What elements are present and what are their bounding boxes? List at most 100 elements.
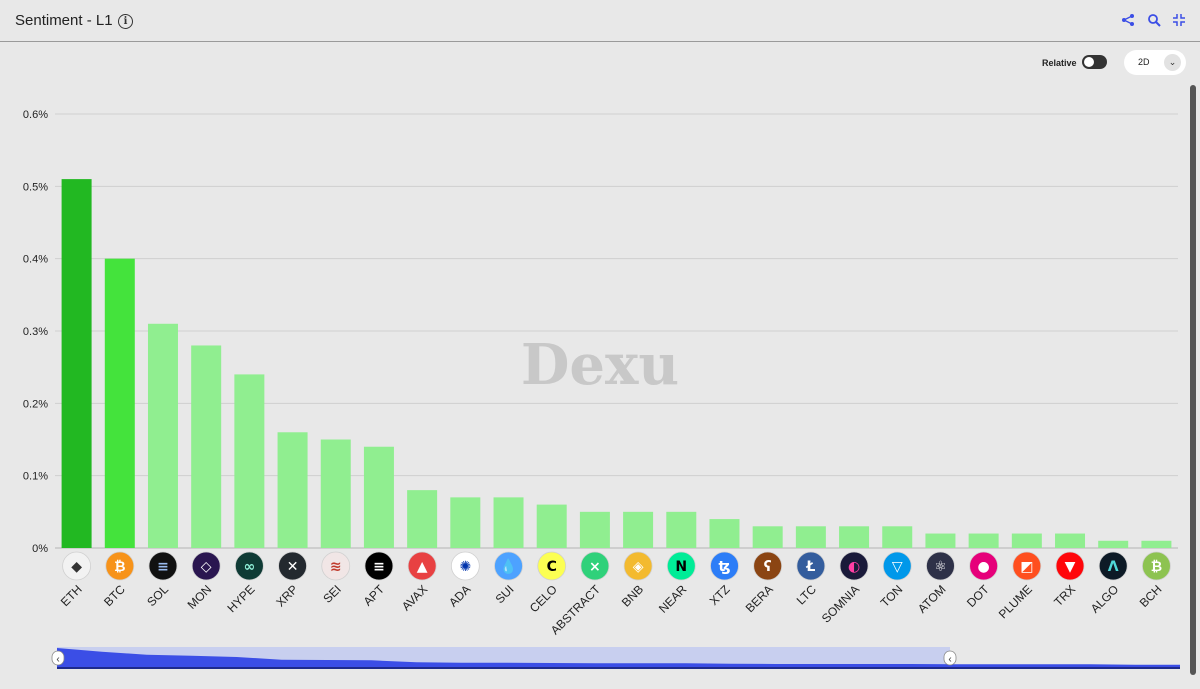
svg-text:ʕ: ʕ bbox=[764, 559, 772, 575]
svg-text:◩: ◩ bbox=[1020, 559, 1033, 575]
x-tick-label: LTC bbox=[794, 582, 820, 608]
svg-text:◈: ◈ bbox=[633, 559, 644, 575]
watermark: Dexu bbox=[521, 332, 679, 398]
x-tick-label: BTC bbox=[101, 582, 128, 609]
x-tick-label: AVAX bbox=[399, 582, 430, 613]
somnia-icon: ◐ bbox=[839, 551, 869, 581]
bar-somnia[interactable] bbox=[839, 526, 870, 548]
relative-label: Relative bbox=[1042, 58, 1077, 68]
y-tick-label: 0.4% bbox=[23, 254, 48, 266]
share-icon[interactable] bbox=[1121, 13, 1135, 27]
svg-text:✺: ✺ bbox=[459, 559, 471, 575]
bar-atom[interactable] bbox=[925, 533, 956, 548]
bar-trx[interactable] bbox=[1055, 533, 1086, 548]
ltc-icon: Ł bbox=[796, 551, 826, 581]
atom-icon: ⚛ bbox=[926, 551, 955, 581]
bar-sui[interactable] bbox=[493, 497, 524, 548]
x-tick-label: BNB bbox=[619, 582, 646, 609]
svg-text:✕: ✕ bbox=[287, 559, 299, 575]
y-tick-label: 0% bbox=[32, 543, 48, 555]
xrp-icon: ✕ bbox=[278, 551, 307, 581]
bar-btc[interactable] bbox=[104, 258, 135, 548]
navigator-right-handle[interactable]: ‹ bbox=[943, 650, 957, 666]
bar-xrp[interactable] bbox=[277, 432, 308, 548]
svg-text:₿: ₿ bbox=[1151, 559, 1162, 575]
bar-eth[interactable] bbox=[61, 179, 92, 548]
x-tick-label: SUI bbox=[493, 582, 517, 606]
bar-xtz[interactable] bbox=[709, 519, 740, 548]
chart-title: Sentiment - L1 bbox=[15, 12, 113, 29]
bar-avax[interactable] bbox=[407, 490, 438, 548]
bar-bera[interactable] bbox=[752, 526, 783, 548]
zoom-icon[interactable] bbox=[1147, 13, 1161, 27]
bars bbox=[61, 179, 1172, 549]
navigator-left-handle[interactable]: ‹ bbox=[51, 650, 65, 666]
bar-ltc[interactable] bbox=[795, 526, 826, 548]
avax-icon: ▲ bbox=[407, 551, 437, 581]
bar-sol[interactable] bbox=[147, 323, 178, 548]
timeframe-select[interactable]: 2D ⌄ bbox=[1124, 50, 1186, 75]
bera-icon: ʕ bbox=[753, 551, 783, 581]
x-tick-label: MON bbox=[185, 582, 215, 612]
bar-algo[interactable] bbox=[1098, 540, 1129, 548]
bar-bnb[interactable] bbox=[623, 511, 654, 548]
x-tick-label: TON bbox=[878, 582, 906, 610]
svg-text:N: N bbox=[675, 559, 687, 575]
svg-text:Ł: Ł bbox=[805, 559, 815, 575]
bar-celo[interactable] bbox=[536, 504, 567, 548]
bar-mon[interactable] bbox=[191, 345, 222, 548]
x-tick-label: ALGO bbox=[1088, 582, 1121, 615]
svg-text:◐: ◐ bbox=[848, 559, 860, 575]
bar-dot[interactable] bbox=[968, 533, 999, 548]
ton-icon: ▽ bbox=[882, 551, 912, 581]
chart-header: Sentiment - L1 i bbox=[0, 0, 1200, 42]
svg-text:≡: ≡ bbox=[373, 559, 385, 575]
scrollbar[interactable] bbox=[1190, 85, 1196, 675]
x-tick-label: HYPE bbox=[224, 582, 257, 615]
x-axis: ETH BTC SOL MON HYPE XRP SEI APT AVAX ADA SUI CELO A… bbox=[58, 582, 1165, 638]
x-tick-label: ADA bbox=[446, 582, 473, 609]
bar-abstract[interactable] bbox=[579, 511, 610, 548]
svg-text:◇: ◇ bbox=[201, 559, 212, 575]
x-tick-label: XTZ bbox=[707, 582, 733, 608]
svg-text:‹: ‹ bbox=[948, 654, 951, 665]
bnb-icon: ◈ bbox=[623, 551, 653, 581]
bar-near[interactable] bbox=[666, 511, 697, 548]
bar-hype[interactable] bbox=[234, 374, 265, 548]
bch-icon: ₿ bbox=[1142, 551, 1171, 581]
bar-ada[interactable] bbox=[450, 497, 481, 548]
x-tick-label: NEAR bbox=[656, 582, 690, 616]
abstract-icon: ⨯ bbox=[580, 551, 610, 581]
y-axis: 0% 0.1% 0.2% 0.3% 0.4% 0.5% 0.6% bbox=[23, 109, 48, 555]
svg-text:⨯: ⨯ bbox=[589, 559, 601, 575]
xtz-icon: ꜩ bbox=[710, 551, 739, 581]
svg-text:ꜩ: ꜩ bbox=[718, 559, 730, 575]
collapse-icon[interactable] bbox=[1172, 13, 1186, 27]
x-tick-label: CELO bbox=[527, 582, 560, 615]
bar-apt[interactable] bbox=[363, 446, 394, 548]
bar-bch[interactable] bbox=[1141, 540, 1172, 548]
svg-text:Λ: Λ bbox=[1108, 559, 1119, 575]
x-tick-label: SEI bbox=[320, 582, 344, 606]
x-tick-label: SOMNIA bbox=[819, 582, 862, 625]
relative-toggle[interactable] bbox=[1082, 55, 1107, 69]
bar-ton[interactable] bbox=[882, 526, 913, 548]
x-tick-label: BCH bbox=[1137, 582, 1165, 610]
svg-text:⚛: ⚛ bbox=[934, 559, 947, 575]
chevron-down-icon: ⌄ bbox=[1164, 54, 1181, 71]
info-icon[interactable]: i bbox=[118, 14, 133, 29]
bar-sei[interactable] bbox=[320, 439, 351, 549]
x-tick-label: ETH bbox=[58, 582, 85, 609]
svg-text:∞: ∞ bbox=[244, 559, 256, 575]
y-tick-label: 0.3% bbox=[23, 326, 48, 338]
celo-icon: C bbox=[537, 551, 567, 581]
y-tick-label: 0.5% bbox=[23, 181, 48, 193]
y-tick-label: 0.6% bbox=[23, 109, 48, 121]
btc-icon: ₿ bbox=[105, 551, 135, 581]
y-tick-label: 0.2% bbox=[23, 398, 48, 410]
bar-plume[interactable] bbox=[1011, 533, 1042, 548]
svg-text:▲: ▲ bbox=[417, 559, 428, 575]
x-tick-label: SOL bbox=[144, 582, 171, 609]
svg-text:≋: ≋ bbox=[330, 559, 342, 575]
